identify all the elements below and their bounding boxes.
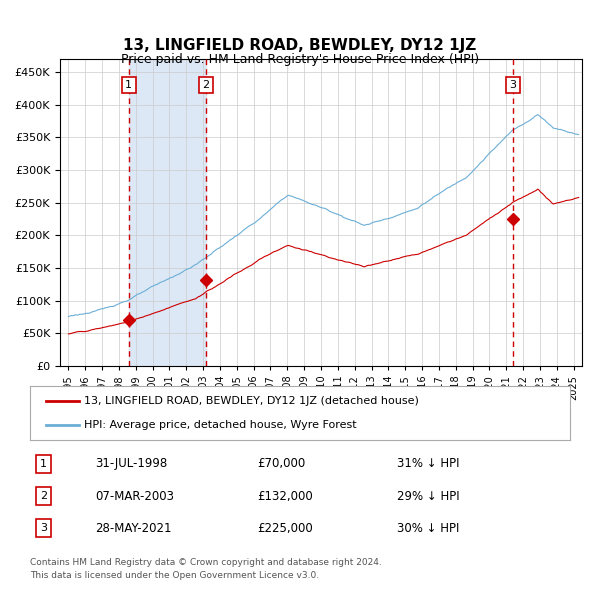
Text: 3: 3 xyxy=(509,80,517,90)
Text: HPI: Average price, detached house, Wyre Forest: HPI: Average price, detached house, Wyre… xyxy=(84,419,356,430)
Text: 31% ↓ HPI: 31% ↓ HPI xyxy=(397,457,460,470)
Text: 1: 1 xyxy=(40,459,47,469)
Text: £70,000: £70,000 xyxy=(257,457,305,470)
Text: 2: 2 xyxy=(203,80,210,90)
Text: 2: 2 xyxy=(40,491,47,501)
Text: £132,000: £132,000 xyxy=(257,490,313,503)
Text: 28-MAY-2021: 28-MAY-2021 xyxy=(95,522,172,535)
Text: 3: 3 xyxy=(40,523,47,533)
Text: 1: 1 xyxy=(125,80,132,90)
Text: This data is licensed under the Open Government Licence v3.0.: This data is licensed under the Open Gov… xyxy=(30,571,319,579)
Text: 07-MAR-2003: 07-MAR-2003 xyxy=(95,490,174,503)
Text: Contains HM Land Registry data © Crown copyright and database right 2024.: Contains HM Land Registry data © Crown c… xyxy=(30,558,382,566)
Text: 29% ↓ HPI: 29% ↓ HPI xyxy=(397,490,460,503)
Text: 13, LINGFIELD ROAD, BEWDLEY, DY12 1JZ: 13, LINGFIELD ROAD, BEWDLEY, DY12 1JZ xyxy=(124,38,476,53)
Bar xyxy=(129,59,206,366)
Text: Price paid vs. HM Land Registry's House Price Index (HPI): Price paid vs. HM Land Registry's House … xyxy=(121,53,479,66)
Text: £225,000: £225,000 xyxy=(257,522,313,535)
Text: 31-JUL-1998: 31-JUL-1998 xyxy=(95,457,167,470)
Text: 30% ↓ HPI: 30% ↓ HPI xyxy=(397,522,460,535)
Text: 13, LINGFIELD ROAD, BEWDLEY, DY12 1JZ (detached house): 13, LINGFIELD ROAD, BEWDLEY, DY12 1JZ (d… xyxy=(84,396,419,407)
